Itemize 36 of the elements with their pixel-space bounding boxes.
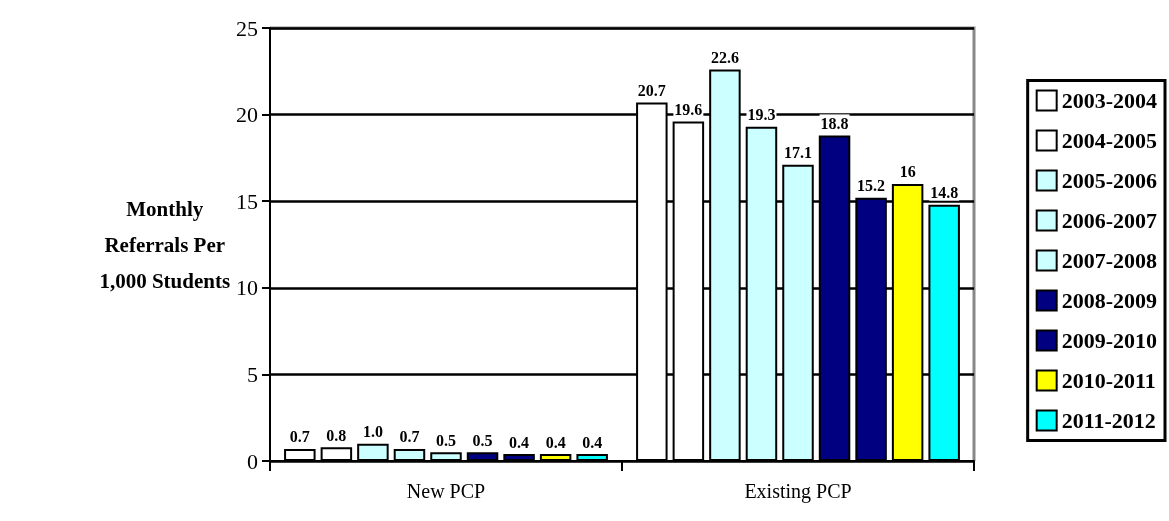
y-tick-label: 10 <box>236 275 258 301</box>
data-label: 17.1 <box>784 144 812 162</box>
y-axis-title: Monthly Referrals Per 1,000 Students <box>99 196 231 293</box>
data-label: 19.3 <box>747 106 776 124</box>
data-label: 22.6 <box>710 49 739 67</box>
legend-label: 2010-2011 <box>1061 368 1156 393</box>
data-label: 20.7 <box>637 81 666 99</box>
y-tick-label: 5 <box>247 361 258 387</box>
data-label: 0.4 <box>509 433 530 451</box>
data-label: 0.5 <box>472 431 493 449</box>
legend-label: 2003-2004 <box>1061 88 1157 113</box>
legend-label: 2009-2010 <box>1061 328 1157 353</box>
data-label: 14.8 <box>930 184 959 202</box>
x-tick-label: New PCP <box>406 480 486 502</box>
data-label: 19.6 <box>674 101 703 119</box>
legend-label: 2005-2006 <box>1061 168 1157 193</box>
data-label: 15.2 <box>857 177 886 195</box>
data-label: 0.8 <box>326 426 347 444</box>
legend-label: 2011-2012 <box>1061 408 1156 433</box>
legend-label: 2004-2005 <box>1061 128 1157 153</box>
y-tick-label: 0 <box>247 448 258 474</box>
legend-label: 2007-2008 <box>1061 248 1157 273</box>
data-label: 0.7 <box>399 428 420 446</box>
data-label: 1.0 <box>362 423 383 441</box>
x-tick-label: Existing PCP <box>744 480 852 503</box>
data-label: 0.4 <box>545 433 566 451</box>
data-label: 0.5 <box>436 431 456 449</box>
y-tick-label: 25 <box>236 15 258 41</box>
legend-label: 2008-2009 <box>1061 288 1157 313</box>
y-tick-label: 20 <box>236 102 258 128</box>
y-tick-label: 15 <box>236 188 258 214</box>
data-label: 18.8 <box>820 114 849 132</box>
legend-label: 2006-2007 <box>1061 208 1157 233</box>
data-label: 16 <box>899 163 916 181</box>
data-label: 0.7 <box>289 428 310 446</box>
data-label: 0.4 <box>582 433 603 451</box>
